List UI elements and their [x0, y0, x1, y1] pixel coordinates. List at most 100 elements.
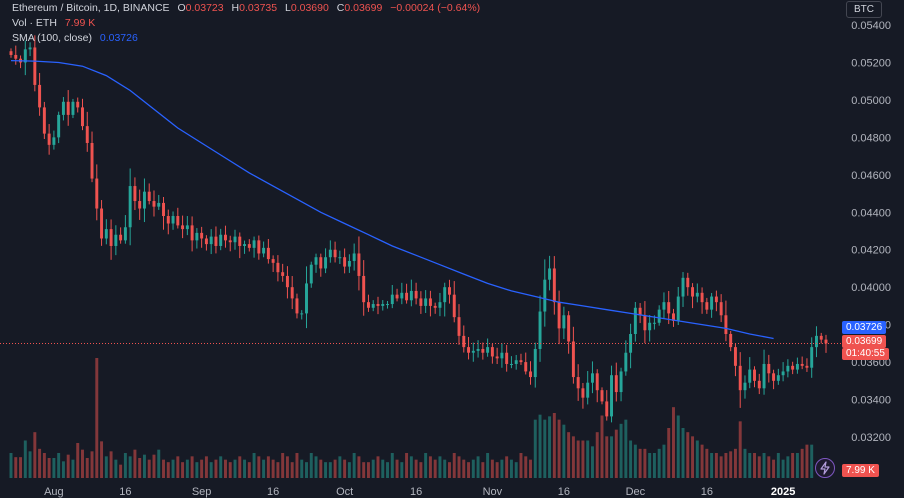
candle-body — [705, 302, 709, 310]
volume-bar — [529, 459, 532, 478]
candle-body — [61, 101, 65, 115]
x-tick-label: Dec — [626, 486, 646, 498]
candle-body — [119, 234, 123, 241]
y-tick-label: 0.04800 — [851, 132, 891, 144]
volume-label[interactable]: Vol · ETH — [12, 17, 57, 29]
candle-body — [95, 178, 99, 209]
volume-bar — [443, 459, 447, 478]
candle-body — [309, 264, 313, 284]
candle-body — [819, 335, 823, 340]
candle-body — [476, 348, 480, 351]
candle-body — [509, 363, 513, 365]
volume-bar — [95, 358, 99, 478]
volume-bar — [352, 453, 356, 478]
lightning-icon[interactable] — [815, 458, 835, 478]
volume-value: 7.99 K — [64, 17, 96, 29]
volume-bar — [576, 440, 580, 478]
y-tick-label: 0.04000 — [851, 282, 891, 294]
chart-legend: Ethereum / Bitcoin, 1D, BINANCE O0.03723… — [12, 1, 480, 46]
volume-bar — [386, 462, 389, 478]
candle-body — [343, 257, 347, 267]
candle-body — [223, 234, 227, 241]
candle-body — [300, 313, 304, 315]
sma-value: 0.03726 — [99, 32, 138, 44]
volume-bar — [52, 458, 56, 478]
volume-bar — [204, 456, 208, 478]
candle-body — [581, 388, 585, 398]
volume-bar — [729, 451, 733, 478]
candle-body — [567, 315, 571, 342]
candle-body — [695, 292, 699, 297]
candle-body — [9, 51, 13, 55]
volume-bar — [223, 459, 227, 478]
volume-bar — [162, 459, 165, 478]
volume-bar — [605, 436, 609, 478]
volume-bar — [705, 448, 709, 478]
volume-bar — [486, 453, 490, 478]
candle-body — [157, 202, 161, 207]
x-tick-label: Nov — [483, 486, 503, 498]
volume-bar — [524, 456, 528, 478]
candle-body — [38, 84, 42, 108]
volume-bar — [743, 448, 747, 478]
volume-bar — [133, 449, 137, 478]
volume-bar — [142, 454, 146, 478]
volume-bar — [381, 459, 385, 478]
legend-volume-row: Vol · ETH 7.99 K — [12, 16, 480, 31]
x-tick-label: 16 — [558, 486, 570, 498]
volume-bar — [700, 444, 704, 478]
candle-body — [648, 322, 652, 331]
volume-bar — [471, 459, 475, 478]
volume-bar — [481, 462, 485, 478]
candle-body — [257, 240, 261, 254]
candle-body — [676, 296, 680, 321]
volume-bar — [123, 453, 127, 478]
volume-bar — [614, 429, 618, 478]
volume-bar — [209, 462, 213, 478]
candle-body — [247, 244, 251, 248]
sma-label[interactable]: SMA (100, close) — [12, 32, 92, 44]
volume-bar — [319, 459, 323, 478]
x-tick-label: 2025 — [771, 486, 795, 498]
x-tick-label: 16 — [119, 486, 131, 498]
candle-body — [185, 225, 189, 230]
currency-button[interactable]: BTC — [846, 1, 882, 18]
candle-body — [814, 335, 818, 348]
candle-body — [810, 347, 814, 368]
candle-body — [590, 373, 594, 383]
volume-bar — [781, 459, 785, 478]
candle-body — [52, 137, 56, 145]
volume-bar — [476, 456, 480, 478]
candle-body — [662, 302, 666, 310]
volume-bar — [457, 456, 461, 478]
volume-bar — [786, 456, 790, 478]
candle-body — [428, 298, 432, 306]
y-tick-label: 0.04600 — [851, 170, 891, 182]
candle-body — [214, 236, 218, 246]
candle-body — [471, 350, 475, 353]
volume-bar — [648, 453, 652, 478]
candle-body — [795, 363, 799, 370]
candle-body — [14, 54, 18, 59]
volume-bar — [419, 462, 423, 478]
volume-badge: 7.99 K — [842, 464, 879, 477]
volume-bar — [805, 444, 809, 478]
symbol-title[interactable]: Ethereum / Bitcoin, 1D, BINANCE — [12, 2, 170, 14]
volume-bar — [619, 423, 623, 478]
volume-bar — [676, 415, 680, 478]
candle-body — [638, 307, 642, 316]
candle-body — [371, 304, 375, 308]
volume-bar — [119, 464, 123, 478]
volume-bar — [505, 456, 509, 478]
candle-body — [490, 347, 494, 357]
volume-bar — [71, 459, 75, 478]
volume-bar — [552, 413, 556, 478]
candle-body — [333, 249, 337, 258]
close-value: 0.03699 — [344, 2, 383, 14]
candle-body — [762, 363, 766, 389]
candle-body — [424, 298, 428, 306]
volume-bar — [176, 456, 180, 478]
candle-body — [200, 232, 204, 239]
volume-bar — [166, 462, 170, 478]
